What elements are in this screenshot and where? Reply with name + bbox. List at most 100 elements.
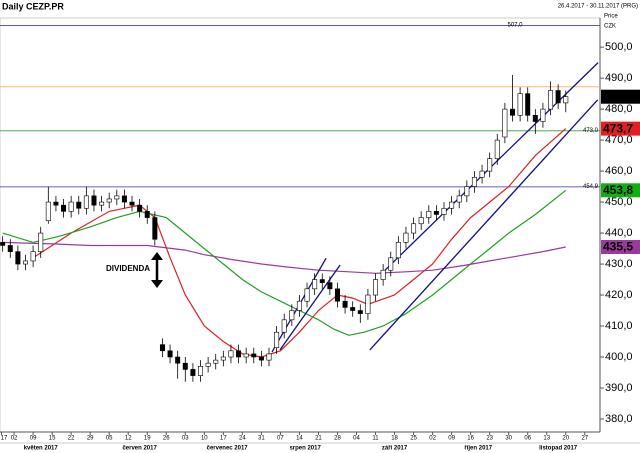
month-label: květen 2017: [24, 446, 59, 452]
candle-body: [152, 217, 158, 240]
candle-body: [525, 93, 531, 116]
candle-body: [91, 195, 97, 206]
x-tick-label: 18: [391, 436, 398, 442]
x-tick-label: 20: [562, 436, 569, 442]
candle-body: [137, 204, 143, 212]
x-tick-label: 13: [543, 436, 550, 442]
x-tick-label: 14: [296, 436, 303, 442]
y-tick-label: 430,0: [605, 258, 633, 270]
month-label: červenec 2017: [207, 446, 249, 452]
month-label: říjen 2017: [464, 446, 492, 452]
y-tick-label: 480,0: [605, 103, 633, 115]
y-tick-label: 460,0: [605, 165, 633, 177]
candle-body: [22, 260, 28, 265]
price-label-box: [601, 121, 640, 136]
x-tick-label: 17: [220, 436, 227, 442]
candle-body: [487, 158, 493, 172]
candle-body: [540, 108, 546, 122]
x-tick-label: 02: [11, 436, 18, 442]
y-axis-unit: CZK: [604, 24, 616, 30]
y-tick-label: 400,0: [605, 351, 633, 363]
x-tick-label: 07: [277, 436, 284, 442]
y-axis-label: Price: [604, 14, 618, 20]
price-label-box: [601, 240, 640, 255]
x-tick-label: 26: [163, 436, 170, 442]
candle-body: [380, 269, 386, 280]
price-label-box: [601, 89, 640, 104]
x-tick-label: 09: [448, 436, 455, 442]
candle-body: [464, 186, 470, 197]
x-tick-label: 25: [410, 436, 417, 442]
candle-body: [228, 350, 234, 358]
month-label: srpen 2017: [289, 446, 321, 452]
price-label-box: [601, 183, 640, 198]
candle-body: [144, 211, 150, 218]
candle-body: [517, 93, 523, 116]
horizontal-line-label: 507,0: [507, 23, 523, 29]
candle-body: [471, 176, 477, 187]
y-tick-label: 490,0: [605, 72, 633, 84]
candle-body: [350, 307, 356, 311]
overlay-line: [32, 128, 567, 358]
dividend-arrow: [151, 252, 163, 288]
candle-body: [106, 198, 112, 203]
price-label: 453,8: [603, 183, 633, 197]
x-tick-label: 29: [87, 436, 94, 442]
candle-body: [45, 201, 51, 221]
overlay-line: [369, 99, 599, 351]
candle-body: [76, 201, 82, 209]
candle-body: [365, 294, 371, 314]
candle-body: [373, 279, 379, 296]
candle-body: [61, 204, 67, 212]
horizontal-line-label: 473,0: [583, 128, 599, 134]
candle-body: [319, 279, 325, 283]
candle-body: [205, 362, 211, 367]
y-tick-label: 410,0: [605, 320, 633, 332]
candle-body: [175, 356, 181, 364]
price-label: 435,5: [603, 240, 633, 254]
candle-body: [266, 353, 272, 361]
candle-body: [99, 201, 105, 206]
candle-body: [555, 90, 561, 104]
candle-body: [418, 217, 424, 225]
x-tick-label: 10: [201, 436, 208, 442]
candle-body: [236, 350, 242, 358]
y-tick-label: 470,0: [605, 134, 633, 146]
candle-body: [159, 344, 165, 352]
x-tick-label: 11: [372, 436, 379, 442]
candle-body: [251, 353, 257, 358]
plot-frame: [0, 17, 601, 433]
x-tick-label: 04: [353, 436, 360, 442]
month-label: září 2017: [382, 446, 408, 452]
candle-body: [243, 353, 249, 358]
candle-body: [456, 195, 462, 203]
candle-body: [479, 170, 485, 178]
price-label: 473,7: [603, 121, 633, 135]
x-tick-label: 19: [144, 436, 151, 442]
y-tick-label: 390,0: [605, 382, 633, 394]
price-label: 484,0: [603, 89, 633, 103]
candle-body: [114, 195, 120, 200]
x-tick-label: 28: [334, 436, 341, 442]
candle-body: [433, 211, 439, 215]
month-label: červen 2017: [122, 446, 157, 452]
candle-body: [182, 362, 188, 370]
x-tick-label: 4 17: [0, 436, 8, 442]
candle-body: [281, 319, 287, 333]
candle-body: [312, 279, 318, 290]
candle-body: [7, 245, 13, 252]
y-tick-label: 420,0: [605, 289, 633, 301]
candle-body: [220, 356, 226, 361]
x-tick-label: 16: [467, 436, 474, 442]
x-tick-label: 27: [581, 436, 588, 442]
candle-body: [334, 288, 340, 302]
y-tick-label: 380,0: [605, 413, 633, 425]
candle-body: [198, 366, 204, 376]
candle-body: [411, 223, 417, 234]
candle-body: [38, 232, 44, 252]
candle-body: [449, 201, 455, 209]
x-tick-label: 22: [68, 436, 75, 442]
candle-body: [509, 108, 515, 116]
candle-body: [190, 369, 196, 376]
